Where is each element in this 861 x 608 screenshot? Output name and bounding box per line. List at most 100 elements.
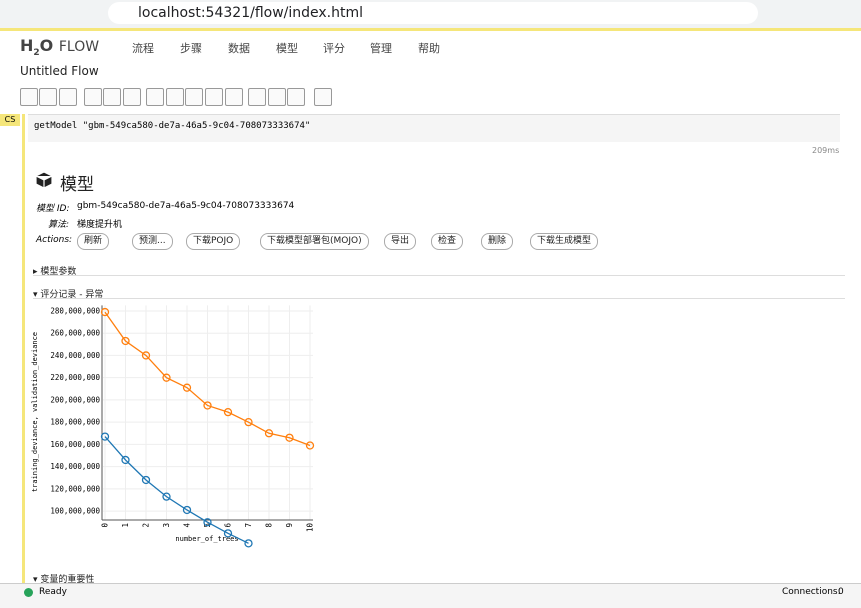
data-point	[182, 383, 192, 392]
toolbar-button[interactable]	[59, 88, 77, 106]
toolbar-button[interactable]	[146, 88, 164, 106]
algorithm: 梯度提升机	[77, 220, 123, 230]
x-tick-label: 10	[306, 523, 315, 533]
divider	[33, 298, 845, 299]
toolbar-button[interactable]	[225, 88, 243, 106]
toolbar-button[interactable]	[248, 88, 266, 106]
data-point	[100, 432, 110, 441]
cell-marker	[22, 114, 25, 584]
data-point	[244, 539, 253, 548]
toolbar-button[interactable]	[20, 88, 38, 106]
x-tick-label: 1	[121, 523, 130, 528]
data-point	[244, 418, 253, 427]
y-tick-label: 240,000,000	[50, 351, 100, 360]
data-point	[162, 373, 171, 382]
menu-item[interactable]: 模型	[276, 42, 298, 55]
action-button[interactable]: 删除	[481, 233, 514, 250]
cell-time: 209ms	[812, 146, 840, 155]
section-header[interactable]: ▸ 模型参数	[33, 267, 77, 277]
x-tick-label: 0	[101, 523, 110, 528]
y-tick-label: 100,000,000	[50, 507, 100, 516]
x-tick-label: 3	[162, 523, 171, 528]
x-tick-label: 8	[265, 523, 274, 528]
action-button[interactable]: 导出	[384, 233, 417, 250]
data-point	[264, 429, 274, 438]
action-button[interactable]: 下载模型部署包(MOJO)	[260, 233, 369, 250]
x-tick-label: 2	[142, 523, 151, 528]
x-tick-label: 6	[224, 523, 233, 528]
data-point	[223, 529, 233, 538]
logo-part: H	[20, 36, 34, 55]
connections-count: 0	[838, 587, 844, 597]
data-point	[121, 336, 130, 346]
data-point	[203, 518, 212, 527]
section-title: 模型参数	[40, 267, 77, 277]
section-title: 评分记录 - 异常	[40, 290, 104, 300]
toolbar-button[interactable]	[185, 88, 203, 106]
toolbar-button[interactable]	[123, 88, 141, 106]
action-button[interactable]: 下载生成模型	[530, 233, 599, 250]
y-tick-label: 120,000,000	[50, 484, 100, 493]
action-button[interactable]: 刷新	[77, 233, 110, 250]
section-title: 变量的重要性	[40, 575, 95, 585]
chart: number_of_trees training_deviance, valid…	[31, 305, 315, 548]
data-point	[100, 307, 110, 317]
x-tick-label: 9	[285, 523, 294, 528]
toolbar-button[interactable]	[103, 88, 121, 106]
divider	[33, 275, 845, 276]
toolbar-button[interactable]	[39, 88, 57, 106]
data-point	[203, 401, 212, 410]
data-point	[182, 505, 192, 515]
status-dot	[24, 588, 33, 597]
section-header[interactable]: ▾ 评分记录 - 异常	[33, 290, 104, 300]
cell-tag: CS	[0, 114, 20, 126]
toolbar-button[interactable]	[205, 88, 223, 106]
y-axis-label: training_deviance, validation_deviance	[31, 332, 39, 492]
x-tick-label: 4	[183, 523, 192, 528]
toolbar-button[interactable]	[268, 88, 286, 106]
menu-item[interactable]: 评分	[323, 42, 345, 55]
menu-item[interactable]: 数据	[228, 42, 250, 55]
action-button[interactable]: 预测...	[132, 233, 173, 250]
y-tick-label: 140,000,000	[50, 462, 100, 471]
data-point	[121, 455, 130, 465]
data-point	[141, 351, 151, 360]
menu-item[interactable]: 帮助	[418, 42, 440, 55]
logo: H2O FLOW	[20, 36, 99, 58]
status-bar	[0, 583, 861, 608]
toolbar-button[interactable]	[287, 88, 305, 106]
data-point	[162, 492, 171, 501]
toolbar-button[interactable]	[84, 88, 102, 106]
address-bar[interactable]: localhost:54321/flow/index.html	[108, 2, 758, 24]
x-axis-label: number_of_trees	[175, 535, 238, 543]
toolbar-button[interactable]	[166, 88, 184, 106]
model-id: gbm-549ca580-de7a-46a5-9c04-708073333674	[77, 201, 295, 211]
menu-item[interactable]: 管理	[370, 42, 392, 55]
logo-part: O	[39, 36, 54, 55]
y-tick-label: 280,000,000	[50, 306, 100, 315]
data-point	[223, 407, 233, 417]
data-point	[285, 433, 294, 442]
model-icon	[35, 171, 53, 189]
connections-label: Connections:	[782, 587, 841, 597]
action-button[interactable]: 下载POJO	[186, 233, 241, 250]
section-header[interactable]: ▾ 变量的重要性	[33, 575, 95, 585]
menu-item[interactable]: 步骤	[180, 42, 202, 55]
series-line	[104, 311, 311, 447]
status-text: Ready	[39, 587, 67, 597]
label: Actions:	[36, 235, 73, 245]
logo-part: 2	[33, 48, 40, 59]
label: 算法:	[48, 220, 70, 230]
menu-item[interactable]: 流程	[132, 42, 154, 55]
y-tick-label: 180,000,000	[50, 418, 100, 427]
y-tick-label: 220,000,000	[50, 373, 100, 382]
y-tick-label: 200,000,000	[50, 395, 100, 404]
toolbar-button[interactable]	[314, 88, 332, 106]
notebook-title: Untitled Flow	[20, 64, 99, 78]
data-point	[305, 441, 315, 450]
action-button[interactable]: 检查	[431, 233, 464, 250]
model-heading: 模型	[60, 175, 94, 195]
label: 模型 ID:	[36, 204, 70, 214]
cell-input[interactable]: getModel "gbm-549ca580-de7a-46a5-9c04-70…	[28, 114, 840, 142]
